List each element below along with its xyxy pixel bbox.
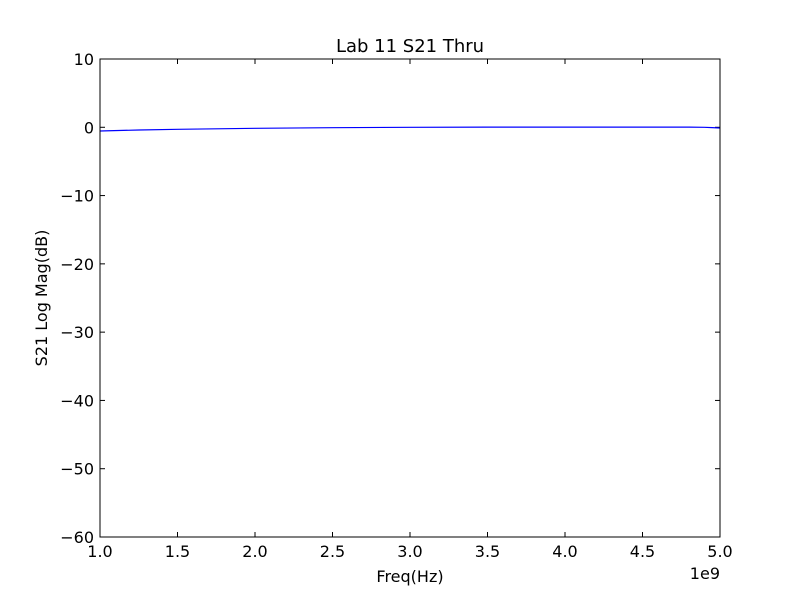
y-tick-label: 10	[74, 50, 94, 69]
y-tick-label: −60	[60, 528, 94, 547]
y-tick-label: −30	[60, 323, 94, 342]
chart-title: Lab 11 S21 Thru	[336, 36, 484, 57]
x-tick-label: 2.5	[320, 542, 345, 561]
x-tick-label: 3.5	[475, 542, 500, 561]
y-tick-label: −20	[60, 255, 94, 274]
series-line	[99, 126, 721, 132]
x-tick-label: 5.0	[707, 542, 732, 561]
y-tick-label: −10	[60, 187, 94, 206]
x-tick-label: 2.0	[242, 542, 267, 561]
y-tick-label: −50	[60, 460, 94, 479]
x-axis-offset-label: 1e9	[690, 564, 720, 583]
ticks-group: 1.0 1.5 2.0 2.5 3.0 3.5 4.0 4.5 5.0 10 0 −10 −20 −30 −…	[60, 50, 732, 561]
x-tick-label: 4.5	[630, 542, 655, 561]
y-tick-label: −40	[60, 391, 94, 410]
x-tick-label: 1.5	[165, 542, 190, 561]
x-tick-label: 3.0	[397, 542, 422, 561]
y-axis-label: S21 Log Mag(dB)	[32, 230, 51, 367]
x-tick-label: 1.0	[87, 542, 112, 561]
x-tick-label: 4.0	[552, 542, 577, 561]
series-group	[99, 126, 721, 132]
y-tick-label: 0	[84, 118, 94, 137]
x-axis-label: Freq(Hz)	[376, 567, 443, 586]
plot-frame	[99, 58, 721, 538]
